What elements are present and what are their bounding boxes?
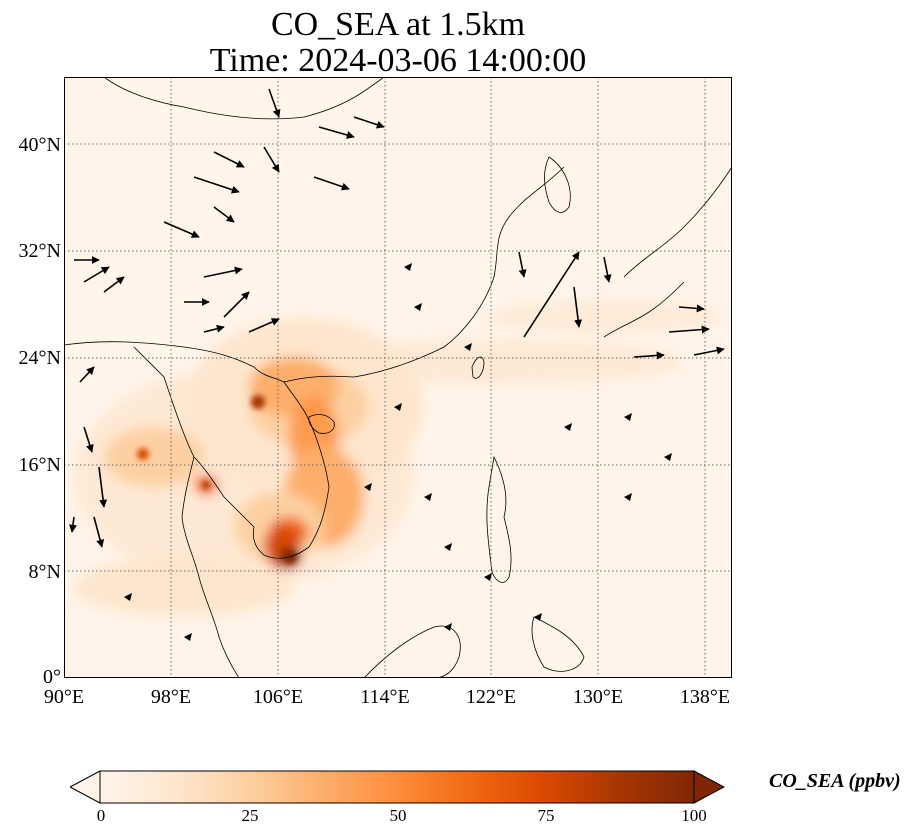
co-concentration-field bbox=[74, 301, 724, 617]
colorbar-tick-100: 100 bbox=[681, 806, 707, 825]
colorbar-tick-0: 0 bbox=[96, 806, 106, 825]
lon-tick-106e: 106°E bbox=[252, 686, 304, 708]
lon-tick-114e: 114°E bbox=[360, 686, 410, 708]
colorbar-tick-75: 75 bbox=[537, 806, 555, 825]
lon-tick-98e: 98°E bbox=[150, 686, 192, 708]
lon-tick-138e: 138°E bbox=[679, 686, 731, 708]
lat-tick-24n: 24°N bbox=[18, 347, 61, 369]
colorbar bbox=[70, 770, 725, 804]
lat-tick-16n: 16°N bbox=[18, 454, 61, 476]
lon-tick-90e: 90°E bbox=[43, 686, 85, 708]
map-panel bbox=[64, 77, 732, 678]
colorbar-extend-max bbox=[693, 770, 725, 804]
lat-tick-8n: 8°N bbox=[28, 561, 61, 583]
wind-vectors bbox=[68, 88, 725, 548]
map-title-line2: Time: 2024-03-06 14:00:00 bbox=[209, 42, 587, 79]
lat-tick-32n: 32°N bbox=[18, 240, 61, 262]
colorbar-tick-50: 50 bbox=[389, 806, 407, 825]
colorbar-label: CO_SEA (ppbv) bbox=[769, 770, 901, 792]
wind-arrowheads-small bbox=[124, 263, 672, 641]
colorbar-tick-25: 25 bbox=[241, 806, 259, 825]
colorbar-extend-min bbox=[70, 770, 101, 804]
lat-tick-40n: 40°N bbox=[18, 134, 61, 156]
coastlines bbox=[64, 77, 732, 678]
lon-tick-122e: 122°E bbox=[465, 686, 517, 708]
lat-tick-0: 0° bbox=[43, 666, 61, 688]
map-title-line1: CO_SEA at 1.5km bbox=[270, 6, 526, 43]
lon-tick-130e: 130°E bbox=[572, 686, 624, 708]
colorbar-gradient bbox=[99, 770, 695, 804]
gridlines bbox=[64, 77, 732, 678]
